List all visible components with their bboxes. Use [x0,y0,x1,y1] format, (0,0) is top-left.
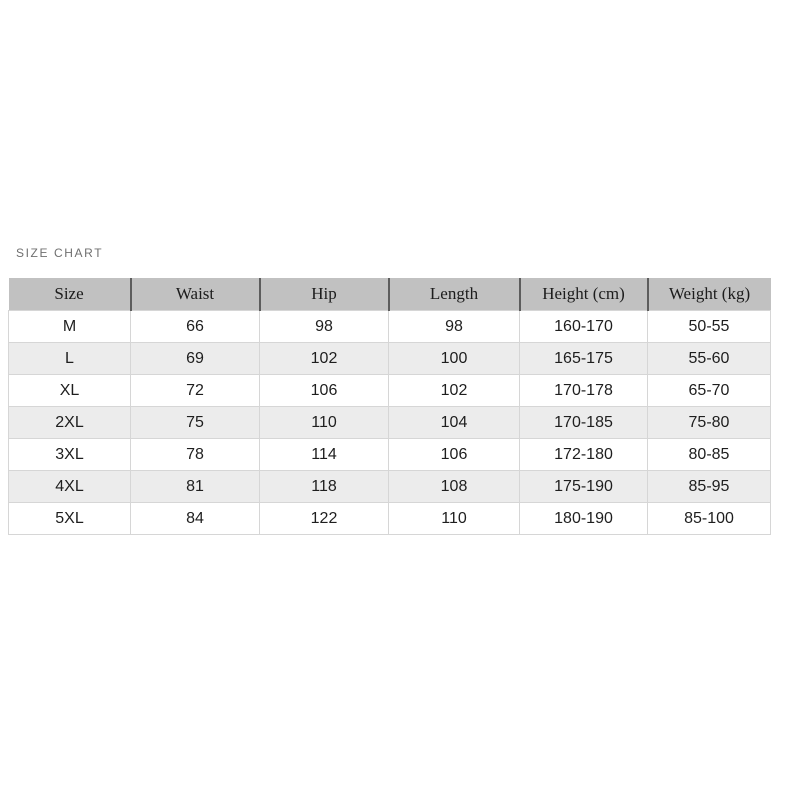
value-cell: 106 [259,374,389,407]
value-cell: 170-178 [519,374,648,407]
value-cell: 110 [259,406,389,439]
value-cell: 114 [259,438,389,471]
value-cell: 118 [259,470,389,503]
table-row: M 66 98 98 160-170 50-55 [8,310,771,343]
value-cell: 160-170 [519,310,648,343]
value-cell: 102 [388,374,520,407]
value-cell: 104 [388,406,520,439]
value-cell: 180-190 [519,502,648,535]
value-cell: 106 [388,438,520,471]
column-header: Length [387,278,520,311]
size-cell: 3XL [8,438,131,471]
size-cell: M [8,310,131,343]
size-chart-table: Size Waist Hip Length Height (cm) Weight (kg)… [8,278,771,535]
value-cell: 75 [130,406,260,439]
size-cell: 4XL [8,470,131,503]
column-header: Hip [258,278,389,311]
value-cell: 66 [130,310,260,343]
column-header: Height (cm) [518,278,648,311]
table-row: 3XL 78 114 106 172-180 80-85 [8,438,771,471]
table-row: 4XL 81 118 108 175-190 85-95 [8,470,771,503]
value-cell: 165-175 [519,342,648,375]
value-cell: 98 [259,310,389,343]
value-cell: 100 [388,342,520,375]
value-cell: 72 [130,374,260,407]
column-header: Waist [129,278,260,311]
value-cell: 170-185 [519,406,648,439]
table-body: M 66 98 98 160-170 50-55 L 69 102 100 165-175 55-60… [8,310,771,535]
table-row: 5XL 84 122 110 180-190 85-100 [8,502,771,535]
value-cell: 85-100 [647,502,771,535]
value-cell: 108 [388,470,520,503]
value-cell: 50-55 [647,310,771,343]
header-row: Size Waist Hip Length Height (cm) Weight (kg) [8,278,771,311]
value-cell: 55-60 [647,342,771,375]
value-cell: 78 [130,438,260,471]
size-cell: 5XL [8,502,131,535]
column-header: Size [8,278,131,311]
value-cell: 81 [130,470,260,503]
value-cell: 172-180 [519,438,648,471]
size-cell: XL [8,374,131,407]
value-cell: 102 [259,342,389,375]
table-row: XL 72 106 102 170-178 65-70 [8,374,771,407]
value-cell: 75-80 [647,406,771,439]
value-cell: 80-85 [647,438,771,471]
value-cell: 110 [388,502,520,535]
value-cell: 65-70 [647,374,771,407]
table-row: L 69 102 100 165-175 55-60 [8,342,771,375]
value-cell: 84 [130,502,260,535]
table-row: 2XL 75 110 104 170-185 75-80 [8,406,771,439]
table-header: Size Waist Hip Length Height (cm) Weight (kg) [8,278,771,311]
value-cell: 122 [259,502,389,535]
column-header: Weight (kg) [646,278,771,311]
size-cell: 2XL [8,406,131,439]
value-cell: 69 [130,342,260,375]
value-cell: 98 [388,310,520,343]
size-chart-title: SIZE CHART [16,246,104,260]
value-cell: 85-95 [647,470,771,503]
value-cell: 175-190 [519,470,648,503]
size-cell: L [8,342,131,375]
